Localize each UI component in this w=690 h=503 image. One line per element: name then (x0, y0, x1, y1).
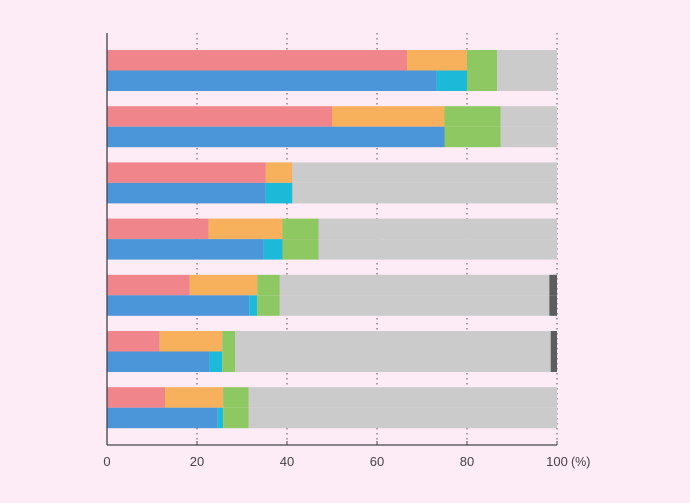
x-unit-label: (%) (571, 455, 590, 469)
x-tick-label-0: 0 (103, 454, 110, 469)
bar-segment-g2-bottom-1 (107, 126, 445, 148)
bar-segment-g3-bottom-1 (107, 182, 266, 204)
bar-segment-g1-bottom-4 (497, 70, 557, 91)
bar-segment-g1-top-1 (107, 50, 408, 71)
bar-segment-g3-top-3 (292, 162, 557, 183)
bar-segment-g6-top-4 (235, 331, 551, 352)
bar-segment-g6-bottom-1 (107, 351, 210, 372)
bar-segment-g7-top-1 (107, 387, 166, 408)
bar-segment-g4-bottom-2 (263, 239, 283, 260)
bar-segment-g5-bottom-1 (107, 295, 250, 316)
x-tick-label-100: 100 (546, 454, 568, 469)
bar-segment-g7-bottom-1 (107, 407, 218, 429)
bar-segment-g6-bottom-4 (235, 351, 551, 372)
bar-segment-g6-bottom-5 (550, 351, 557, 372)
bar-segment-g6-top-5 (550, 331, 557, 352)
x-tick-label-40: 40 (280, 454, 294, 469)
bar-segment-g2-top-4 (500, 106, 557, 127)
bar-segment-g2-top-1 (107, 106, 332, 127)
x-tick-label-20: 20 (190, 454, 204, 469)
bar-segment-g7-bottom-2 (217, 407, 224, 429)
bar-segment-g4-bottom-4 (318, 239, 557, 260)
bar-segment-g2-top-2 (332, 106, 445, 127)
bar-segment-g4-top-4 (318, 218, 557, 240)
bar-segment-g3-top-2 (265, 162, 293, 183)
bar-segment-g7-top-2 (165, 387, 224, 408)
bar-segment-g4-bottom-3 (282, 239, 319, 260)
bars (107, 50, 557, 429)
bar-segment-g1-bottom-2 (436, 70, 467, 91)
bar-segment-g5-top-2 (189, 274, 258, 296)
bar-segment-g2-bottom-2 (444, 126, 501, 148)
x-tick-label-60: 60 (370, 454, 384, 469)
x-tick-label-80: 80 (460, 454, 474, 469)
bar-segment-g5-top-5 (549, 274, 557, 296)
x-axis: 0 20 40 60 80 100 (%) (103, 33, 590, 469)
bar-segment-g5-top-1 (107, 274, 190, 296)
bar-segment-g6-top-3 (222, 331, 236, 352)
bar-segment-g7-bottom-4 (248, 407, 557, 429)
bar-segment-g4-top-3 (282, 218, 319, 240)
bar-segment-g6-top-2 (159, 331, 223, 352)
bar-segment-g5-bottom-2 (249, 295, 258, 316)
bar-segment-g2-bottom-3 (500, 126, 557, 148)
bar-segment-g7-top-3 (223, 387, 249, 408)
bar-segment-g4-top-2 (208, 218, 283, 240)
bar-segment-g3-bottom-2 (265, 182, 293, 204)
bar-segment-g1-top-2 (407, 50, 467, 71)
bar-segment-g1-bottom-1 (107, 70, 437, 91)
bar-segment-g4-top-1 (107, 218, 209, 240)
bar-segment-g1-top-3 (467, 50, 498, 71)
bar-segment-g1-top-4 (497, 50, 557, 71)
bar-segment-g3-bottom-3 (292, 182, 557, 204)
bar-segment-g2-top-3 (444, 106, 501, 127)
bar-segment-g6-bottom-2 (209, 351, 223, 372)
bar-segment-g7-bottom-3 (223, 407, 249, 429)
bar-segment-g7-top-4 (248, 387, 557, 408)
bar-segment-g5-top-3 (257, 274, 280, 296)
bar-segment-g6-top-1 (107, 331, 160, 352)
bar-segment-g3-top-1 (107, 162, 266, 183)
bar-segment-g4-bottom-1 (107, 239, 264, 260)
bar-segment-g5-bottom-5 (549, 295, 557, 316)
bar-segment-g6-bottom-3 (222, 351, 236, 372)
bar-segment-g5-top-4 (279, 274, 550, 296)
bar-segment-g1-bottom-3 (467, 70, 498, 91)
bar-segment-g5-bottom-4 (279, 295, 550, 316)
bar-segment-g5-bottom-3 (257, 295, 280, 316)
